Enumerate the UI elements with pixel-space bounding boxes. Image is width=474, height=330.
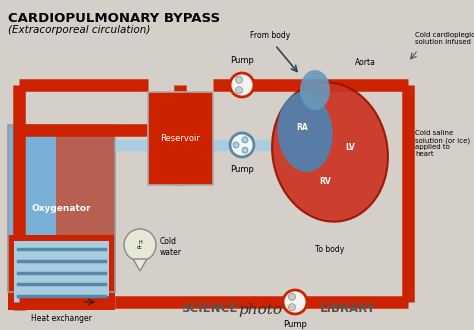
Circle shape (230, 73, 254, 97)
Text: Cold saline
solution (or ice)
applied to
heart: Cold saline solution (or ice) applied to… (415, 130, 470, 157)
Bar (8, 235, 115, 310)
Bar (14, 241, 109, 304)
Text: CARDIOPULMONARY BYPASS: CARDIOPULMONARY BYPASS (8, 12, 220, 25)
Text: Oxygenator: Oxygenator (32, 204, 91, 213)
Text: Pump: Pump (283, 320, 307, 329)
Circle shape (233, 142, 239, 148)
Text: Cold cardioplegic
solution infused: Cold cardioplegic solution infused (415, 32, 474, 45)
Ellipse shape (300, 70, 330, 110)
Bar (148, 92, 213, 185)
Ellipse shape (272, 82, 388, 222)
Text: RV: RV (319, 178, 331, 186)
Circle shape (124, 229, 156, 261)
Text: RA: RA (296, 122, 308, 131)
Circle shape (236, 76, 243, 83)
Text: LV: LV (345, 143, 355, 151)
Text: LIBRARY: LIBRARY (320, 302, 376, 315)
Text: To body: To body (315, 245, 345, 254)
Circle shape (283, 290, 307, 314)
Text: Pump: Pump (230, 165, 254, 174)
Bar (8, 125, 115, 292)
Bar (56, 125, 115, 292)
Circle shape (289, 293, 295, 300)
Ellipse shape (277, 92, 333, 172)
Circle shape (236, 87, 243, 94)
Text: Cold
water: Cold water (160, 237, 182, 257)
Text: From body: From body (250, 31, 290, 40)
Text: H
dc: H dc (137, 240, 143, 250)
Text: photo: photo (238, 303, 282, 317)
Circle shape (242, 147, 248, 153)
Circle shape (289, 304, 295, 311)
Circle shape (242, 137, 248, 143)
Text: Reservoir: Reservoir (161, 134, 201, 143)
Text: Heat exchanger: Heat exchanger (31, 314, 92, 323)
Text: Aorta: Aorta (355, 58, 376, 67)
Bar (8, 125, 115, 292)
Text: Pump: Pump (230, 56, 254, 65)
Text: (Extracorporeal circulation): (Extracorporeal circulation) (8, 25, 150, 35)
Text: SCIENCE: SCIENCE (182, 302, 238, 315)
Circle shape (230, 133, 254, 157)
